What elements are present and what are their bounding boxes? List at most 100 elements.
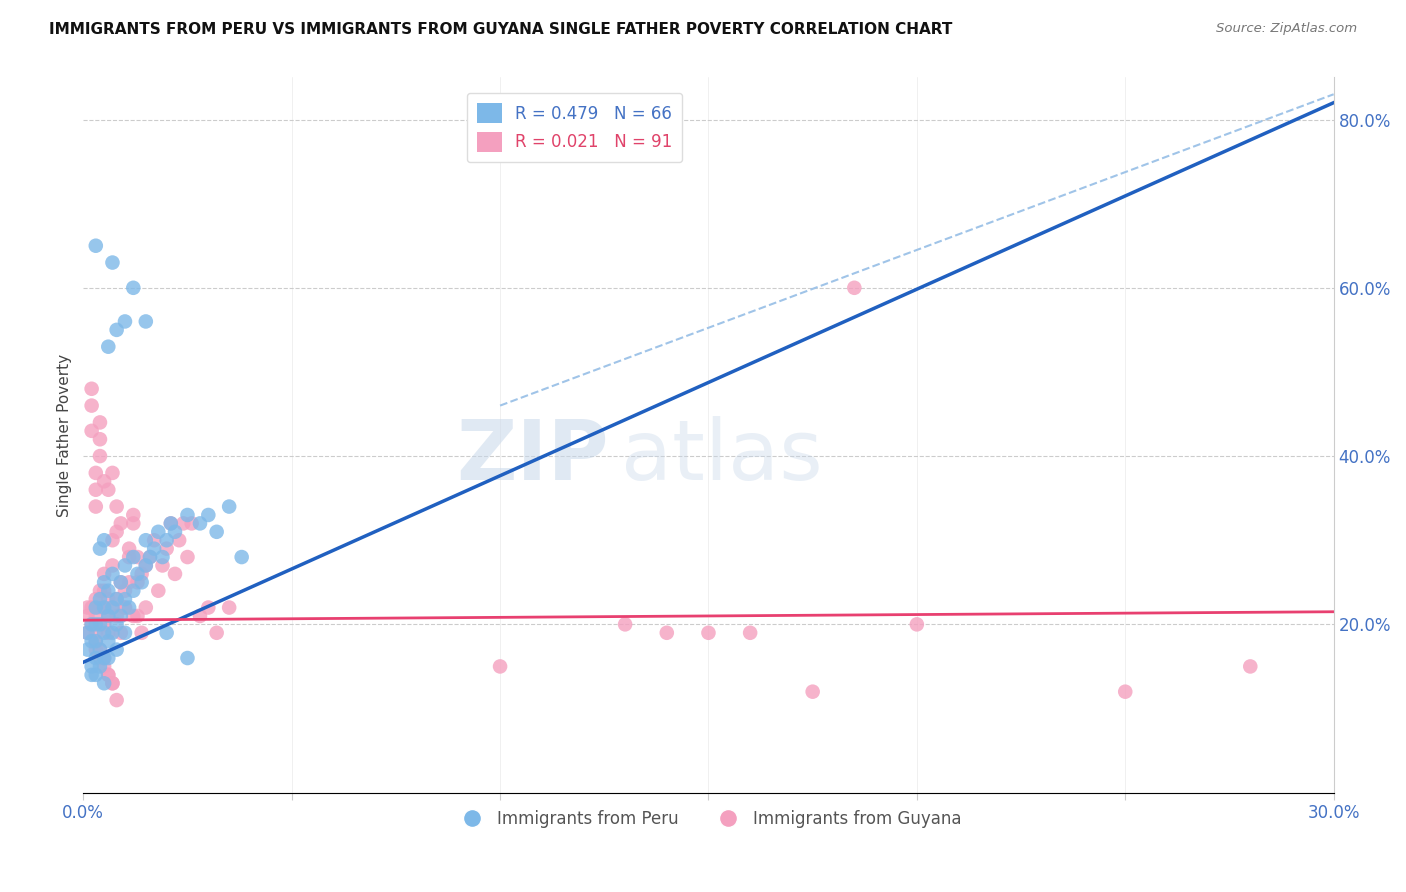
Point xyxy=(89,432,111,446)
Point xyxy=(143,533,166,548)
Point xyxy=(114,558,136,573)
Point xyxy=(97,651,120,665)
Point xyxy=(93,625,115,640)
Point xyxy=(84,634,107,648)
Point xyxy=(188,609,211,624)
Point xyxy=(131,566,153,581)
Point xyxy=(80,600,103,615)
Point xyxy=(135,600,157,615)
Text: IMMIGRANTS FROM PERU VS IMMIGRANTS FROM GUYANA SINGLE FATHER POVERTY CORRELATION: IMMIGRANTS FROM PERU VS IMMIGRANTS FROM … xyxy=(49,22,953,37)
Point xyxy=(84,625,107,640)
Point xyxy=(105,592,128,607)
Point xyxy=(93,575,115,590)
Text: ZIP: ZIP xyxy=(456,416,609,497)
Point xyxy=(127,566,149,581)
Point xyxy=(89,600,111,615)
Point xyxy=(101,558,124,573)
Point xyxy=(131,575,153,590)
Point xyxy=(148,583,170,598)
Point xyxy=(614,617,637,632)
Point xyxy=(89,651,111,665)
Point xyxy=(84,600,107,615)
Point xyxy=(93,566,115,581)
Point xyxy=(93,475,115,489)
Point xyxy=(135,558,157,573)
Point xyxy=(84,668,107,682)
Point xyxy=(97,609,120,624)
Point xyxy=(135,558,157,573)
Point xyxy=(118,550,141,565)
Point xyxy=(114,600,136,615)
Point xyxy=(110,516,132,531)
Text: atlas: atlas xyxy=(621,416,823,497)
Point xyxy=(76,625,98,640)
Point xyxy=(89,642,111,657)
Point xyxy=(93,533,115,548)
Point xyxy=(80,399,103,413)
Point xyxy=(122,609,145,624)
Point xyxy=(89,617,111,632)
Point xyxy=(139,550,162,565)
Point xyxy=(218,600,240,615)
Point xyxy=(205,524,228,539)
Point xyxy=(84,466,107,480)
Point xyxy=(122,508,145,522)
Point xyxy=(655,625,678,640)
Point xyxy=(105,617,128,632)
Point xyxy=(114,592,136,607)
Point xyxy=(1114,684,1136,698)
Point xyxy=(205,625,228,640)
Point xyxy=(905,617,928,632)
Point xyxy=(89,449,111,463)
Point xyxy=(159,516,181,531)
Point xyxy=(89,583,111,598)
Point xyxy=(93,651,115,665)
Point xyxy=(80,617,103,632)
Point xyxy=(156,533,179,548)
Point xyxy=(167,533,190,548)
Point xyxy=(80,382,103,396)
Point xyxy=(176,550,198,565)
Point xyxy=(105,323,128,337)
Point xyxy=(114,314,136,328)
Point xyxy=(97,609,120,624)
Point xyxy=(97,634,120,648)
Point xyxy=(93,659,115,673)
Point xyxy=(110,625,132,640)
Point xyxy=(114,583,136,598)
Text: Source: ZipAtlas.com: Source: ZipAtlas.com xyxy=(1216,22,1357,36)
Point xyxy=(101,600,124,615)
Point xyxy=(188,516,211,531)
Point xyxy=(80,659,103,673)
Point xyxy=(101,676,124,690)
Point xyxy=(231,550,253,565)
Point xyxy=(76,609,98,624)
Point xyxy=(84,642,107,657)
Point xyxy=(118,541,141,556)
Point xyxy=(118,575,141,590)
Point xyxy=(127,550,149,565)
Point xyxy=(127,575,149,590)
Point xyxy=(89,592,111,607)
Point xyxy=(97,340,120,354)
Point xyxy=(97,625,120,640)
Point xyxy=(101,255,124,269)
Point xyxy=(76,642,98,657)
Point xyxy=(80,617,103,632)
Point xyxy=(114,600,136,615)
Point xyxy=(101,676,124,690)
Point xyxy=(110,575,132,590)
Y-axis label: Single Father Poverty: Single Father Poverty xyxy=(58,353,72,516)
Point xyxy=(218,500,240,514)
Point xyxy=(135,314,157,328)
Point xyxy=(176,651,198,665)
Point xyxy=(105,500,128,514)
Point xyxy=(76,600,98,615)
Point xyxy=(93,617,115,632)
Point xyxy=(93,600,115,615)
Point xyxy=(84,634,107,648)
Point xyxy=(844,281,866,295)
Point xyxy=(152,558,174,573)
Point xyxy=(97,592,120,607)
Point xyxy=(156,541,179,556)
